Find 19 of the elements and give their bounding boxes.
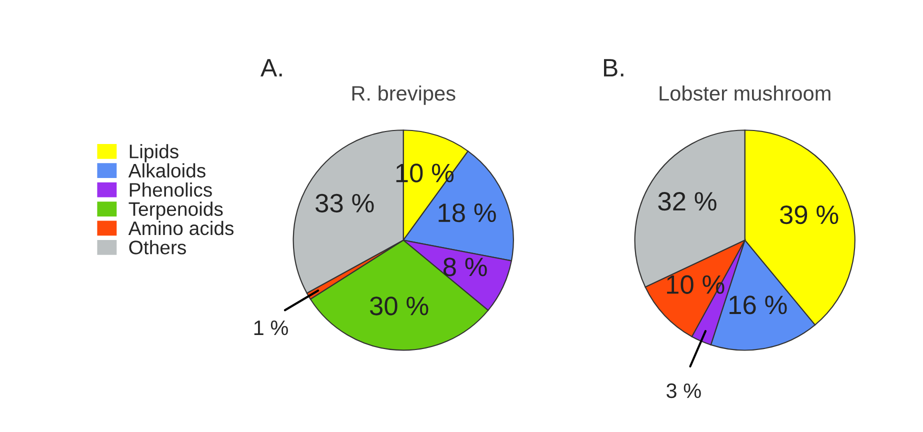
chart-title: Lobster mushroom [660, 85, 830, 101]
data-label: 16 % [730, 296, 787, 314]
data-label: 33 % [316, 194, 374, 213]
legend-label: Phenolics [130, 182, 212, 197]
data-label: 30 % [370, 296, 428, 316]
legend-label: Terpenoids [128, 202, 223, 220]
legend-label: Alkaloids [128, 163, 206, 178]
data-label: 18 % [438, 203, 496, 222]
data-label: 1 % [254, 320, 288, 336]
data-label: 39 % [780, 205, 838, 224]
text: B. [604, 59, 624, 76]
data-label: 8 % [443, 258, 487, 276]
data-label: 3 % [666, 383, 701, 398]
data-label: 32 % [658, 192, 716, 211]
legend-label: Lipids [130, 144, 178, 162]
text: A. [260, 59, 282, 76]
chart-title: R. brevipes [352, 85, 456, 105]
legend-label: Amino acids [128, 220, 234, 236]
legend-label: Others [129, 240, 186, 254]
